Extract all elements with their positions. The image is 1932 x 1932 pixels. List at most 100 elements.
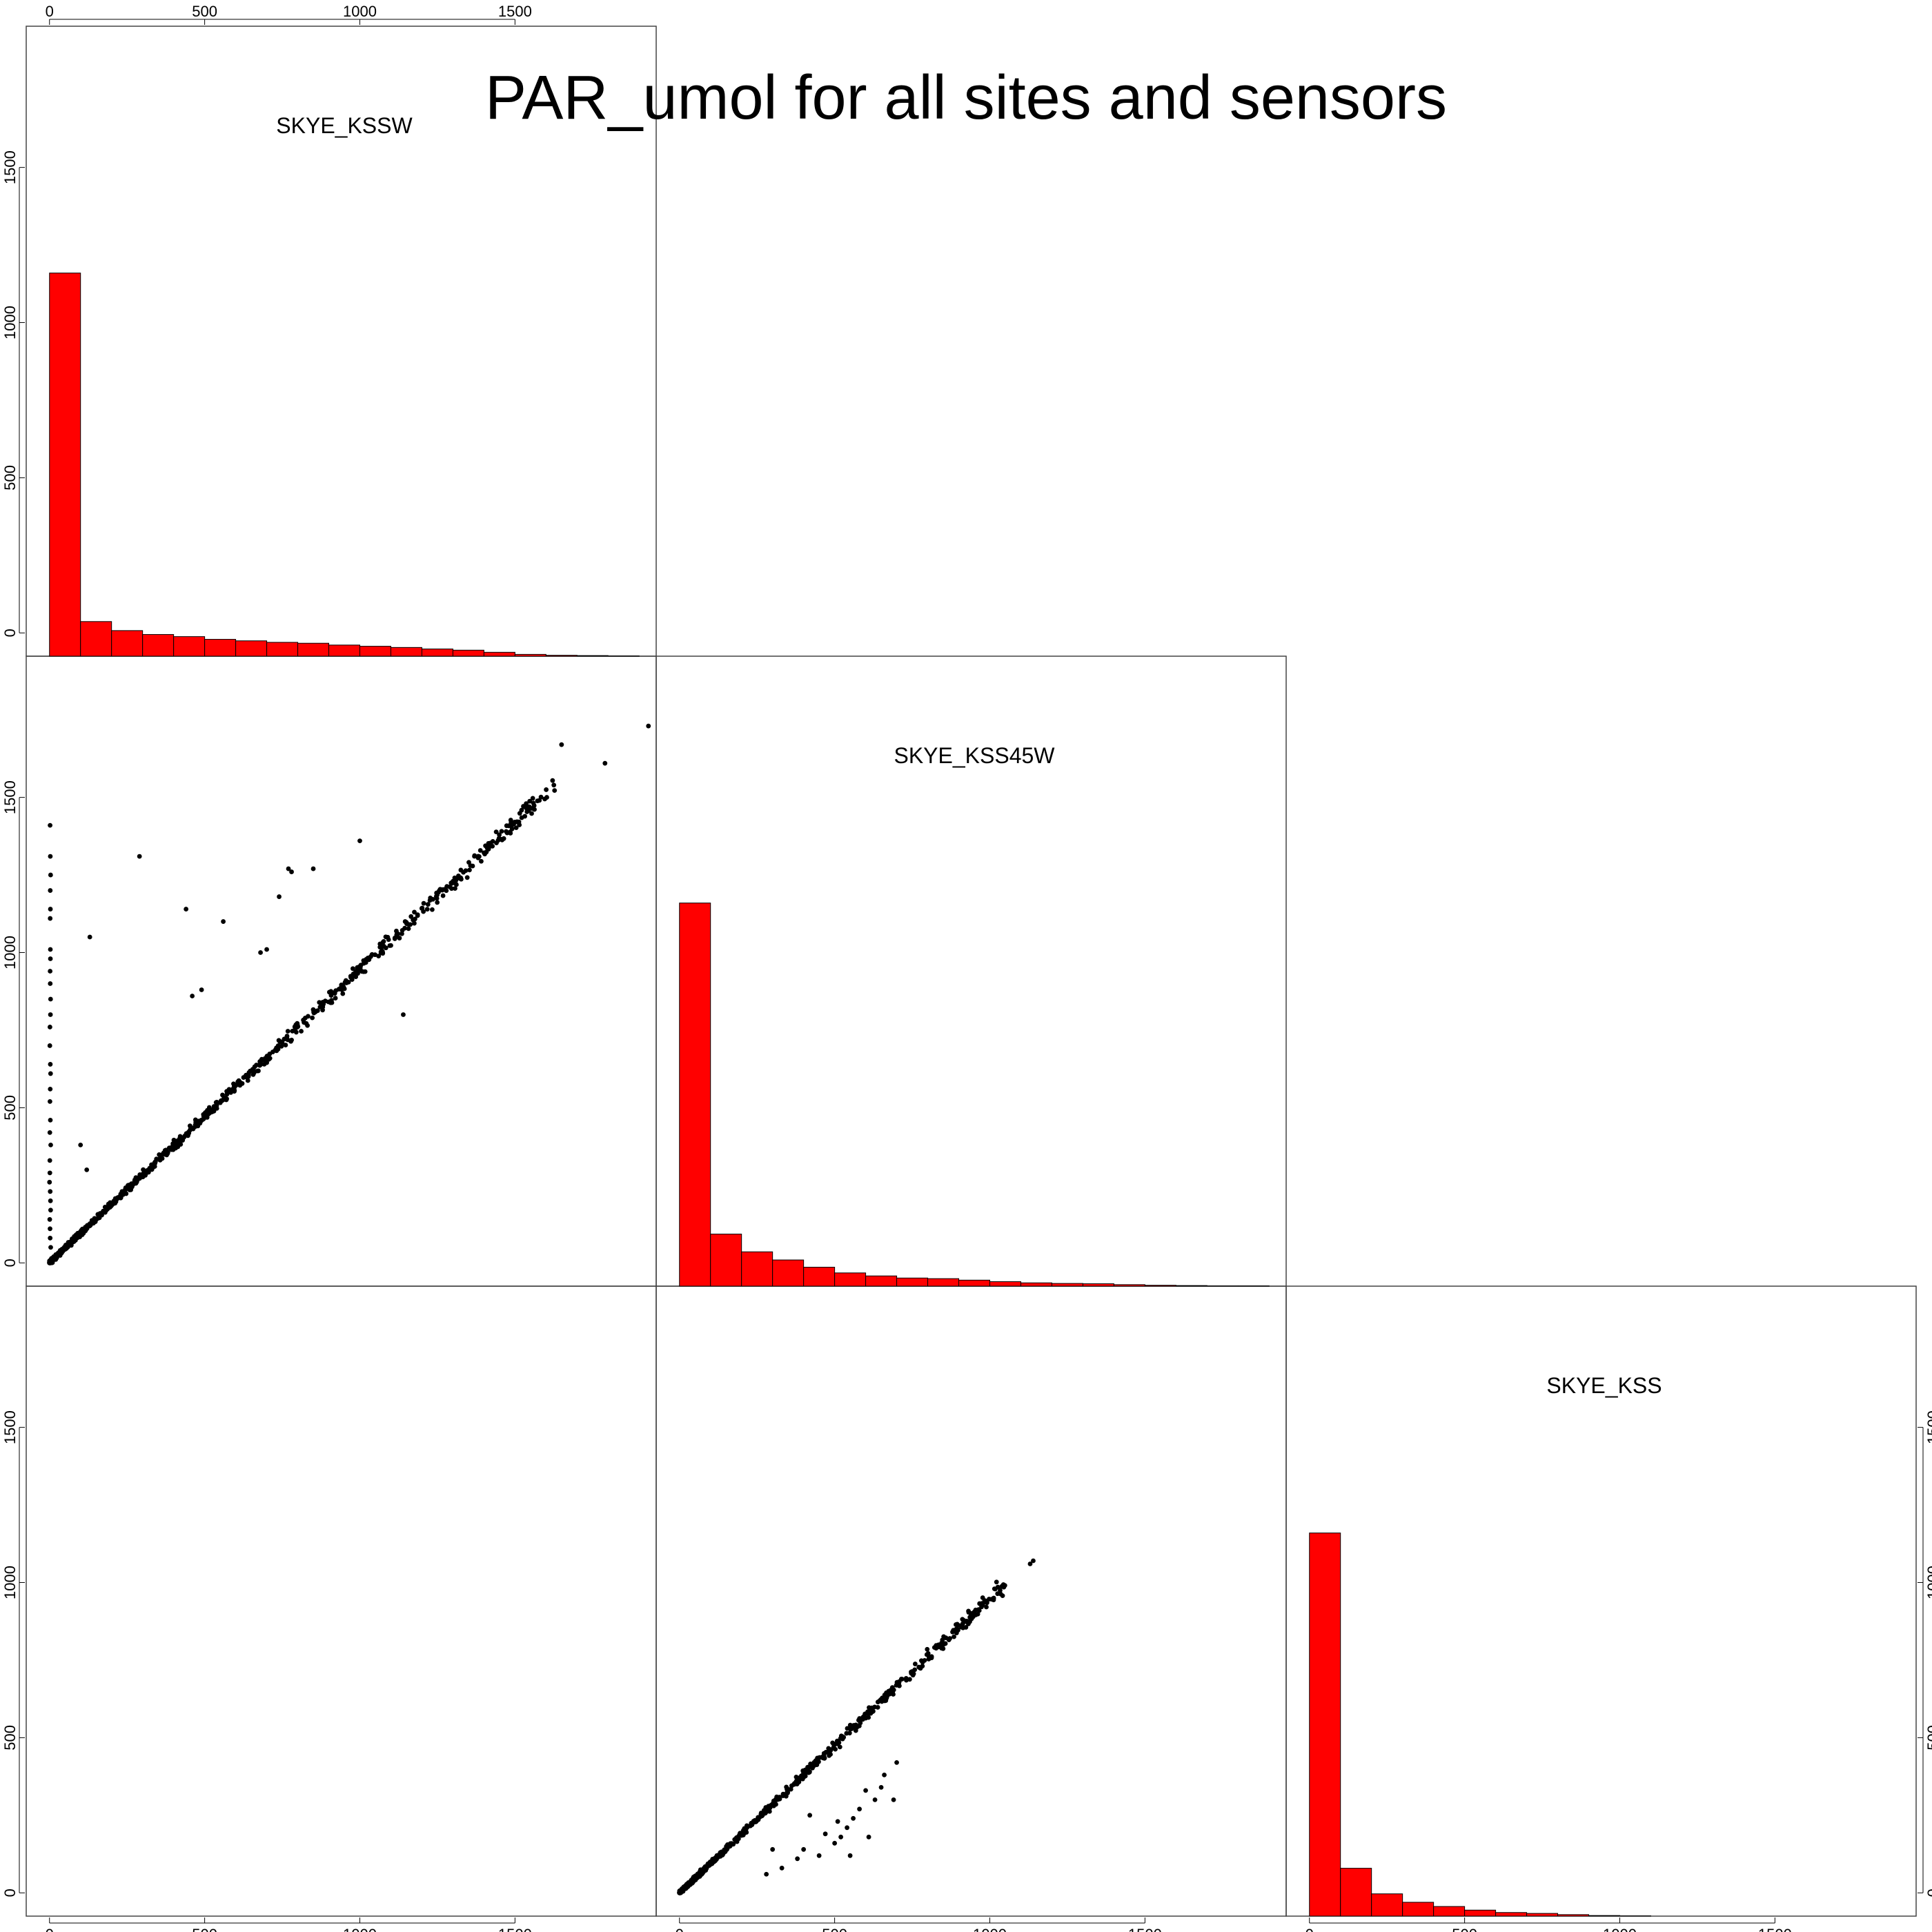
scatter-point xyxy=(890,1689,896,1695)
scatter-point xyxy=(872,1797,878,1802)
scatter-point xyxy=(983,1599,988,1605)
scatter-point xyxy=(980,1595,985,1600)
scatter-point xyxy=(550,778,555,783)
scatter-point xyxy=(48,822,52,828)
tick-label: 1000 xyxy=(1,936,19,969)
scatter-point xyxy=(404,920,409,925)
scatter-point xyxy=(512,820,518,825)
scatter-point xyxy=(137,854,142,859)
histogram-bar xyxy=(1144,1285,1176,1287)
scatter-point xyxy=(157,1156,162,1162)
scatter-point xyxy=(542,796,547,802)
scatter-point xyxy=(899,1677,905,1682)
scatter-point xyxy=(741,1828,747,1834)
scatter-point xyxy=(258,950,263,955)
scatter-point xyxy=(381,944,386,949)
scatter-point xyxy=(847,1731,852,1736)
scatter-point xyxy=(209,1110,215,1114)
scatter-point xyxy=(425,902,431,907)
scatter-point xyxy=(301,1017,306,1023)
scatter-point xyxy=(998,1591,1003,1597)
scatter-point xyxy=(358,963,364,968)
scatter-point xyxy=(863,1715,869,1721)
tick-label: 1500 xyxy=(1758,1926,1792,1932)
histogram-bar xyxy=(80,621,112,657)
histogram-bar xyxy=(173,636,206,657)
histogram-bar xyxy=(235,640,268,657)
scatter-point xyxy=(184,907,189,911)
scatter-point xyxy=(940,1637,945,1643)
tick-label: 0 xyxy=(1,629,19,637)
scatter-point xyxy=(310,1007,316,1012)
scatter-point xyxy=(219,1098,224,1103)
scatter-point xyxy=(315,1008,320,1014)
scatter-point xyxy=(310,866,316,871)
tick-label: 0 xyxy=(1,1259,19,1267)
scatter-point xyxy=(129,1182,135,1187)
tick-label: 1000 xyxy=(1924,1566,1932,1599)
scatter-point xyxy=(880,1695,885,1701)
histogram-bar xyxy=(1309,1532,1341,1917)
scatter-point xyxy=(523,804,529,809)
histogram-bar xyxy=(204,639,237,657)
histogram-bar xyxy=(297,642,330,657)
tick-label: 0 xyxy=(46,3,54,20)
scatter-point xyxy=(220,1092,225,1098)
scatter-point xyxy=(494,840,499,846)
scatter-point xyxy=(702,1866,707,1871)
scatter-point xyxy=(48,996,53,1002)
scatter-point xyxy=(336,987,342,992)
scatter-point xyxy=(427,898,433,903)
scatter-point xyxy=(343,980,348,985)
scatter-point xyxy=(925,1646,930,1652)
scatter-point xyxy=(507,829,513,835)
scatter-point xyxy=(48,1226,52,1232)
scatter-point xyxy=(214,1105,219,1111)
scatter-point xyxy=(453,878,458,884)
scatter-point xyxy=(326,989,332,995)
scatter-point xyxy=(950,1629,955,1635)
scatter-point xyxy=(894,1759,899,1765)
tick-label: 1000 xyxy=(1,1566,19,1599)
axes-layer: 0 500 1000 1500 0 500 1000 1500 0 500 1000 1500 0 500… xyxy=(1,3,1932,1932)
scatter-point xyxy=(320,1004,326,1009)
tick-label: 0 xyxy=(1,1889,19,1897)
scatter-point xyxy=(998,1588,1003,1593)
scatter-point xyxy=(527,798,533,804)
scatter-point xyxy=(429,907,435,912)
scatter-point xyxy=(845,1726,850,1731)
scatter-point xyxy=(483,843,488,849)
scatter-point xyxy=(727,1844,733,1849)
scatter-point xyxy=(530,796,535,801)
scatter-point xyxy=(896,1683,902,1688)
tick-label: 500 xyxy=(1,465,19,491)
scatter-point xyxy=(368,954,373,959)
scatter-point xyxy=(421,909,426,914)
histogram-bar xyxy=(328,644,360,657)
scatter-point xyxy=(472,853,477,858)
scatter-point xyxy=(559,742,564,747)
scatter-point xyxy=(78,1232,83,1237)
scatter-point xyxy=(817,1755,822,1760)
scatter-point xyxy=(759,1813,764,1819)
scatter-point xyxy=(678,1889,683,1894)
histogram-bar xyxy=(1495,1912,1528,1917)
scatter-point xyxy=(754,1818,759,1824)
scatter-point xyxy=(48,947,53,952)
scatter-point xyxy=(88,1223,93,1228)
scatter-point xyxy=(224,1096,229,1101)
scatter-point xyxy=(831,1744,836,1750)
scatter-point xyxy=(875,1699,880,1705)
scatter-point xyxy=(168,1147,174,1152)
scatter-point xyxy=(140,1174,146,1180)
scatter-point xyxy=(788,1786,793,1792)
scatter-point xyxy=(780,1791,786,1797)
scatter-point xyxy=(506,823,511,829)
scatter-point xyxy=(999,1584,1005,1589)
tick-label: 0 xyxy=(46,1926,54,1932)
scatter-point xyxy=(849,1726,854,1731)
variable-label: SKYE_KSS45W xyxy=(894,743,1055,768)
scatter-point xyxy=(421,900,426,906)
scatter-point xyxy=(275,1043,281,1048)
scatter-point xyxy=(48,888,53,893)
